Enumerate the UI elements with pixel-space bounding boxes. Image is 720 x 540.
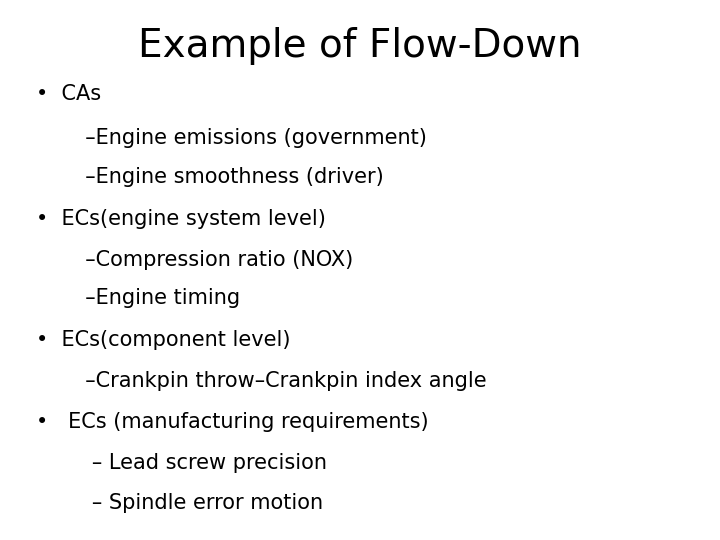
Text: –Engine timing: –Engine timing	[72, 288, 240, 308]
Text: Example of Flow-Down: Example of Flow-Down	[138, 27, 582, 65]
Text: – Lead screw precision: – Lead screw precision	[72, 453, 327, 473]
Text: •   ECs (manufacturing requirements): • ECs (manufacturing requirements)	[36, 412, 428, 433]
Text: •  CAs: • CAs	[36, 84, 101, 105]
Text: •  ECs(engine system level): • ECs(engine system level)	[36, 208, 326, 229]
Text: –Compression ratio (NOX): –Compression ratio (NOX)	[72, 250, 354, 271]
Text: –Crankpin throw–Crankpin index angle: –Crankpin throw–Crankpin index angle	[72, 370, 487, 391]
Text: –Engine emissions (government): –Engine emissions (government)	[72, 127, 427, 148]
Text: –Engine smoothness (driver): –Engine smoothness (driver)	[72, 167, 384, 187]
Text: •  ECs(component level): • ECs(component level)	[36, 330, 290, 350]
Text: – Spindle error motion: – Spindle error motion	[72, 493, 323, 514]
